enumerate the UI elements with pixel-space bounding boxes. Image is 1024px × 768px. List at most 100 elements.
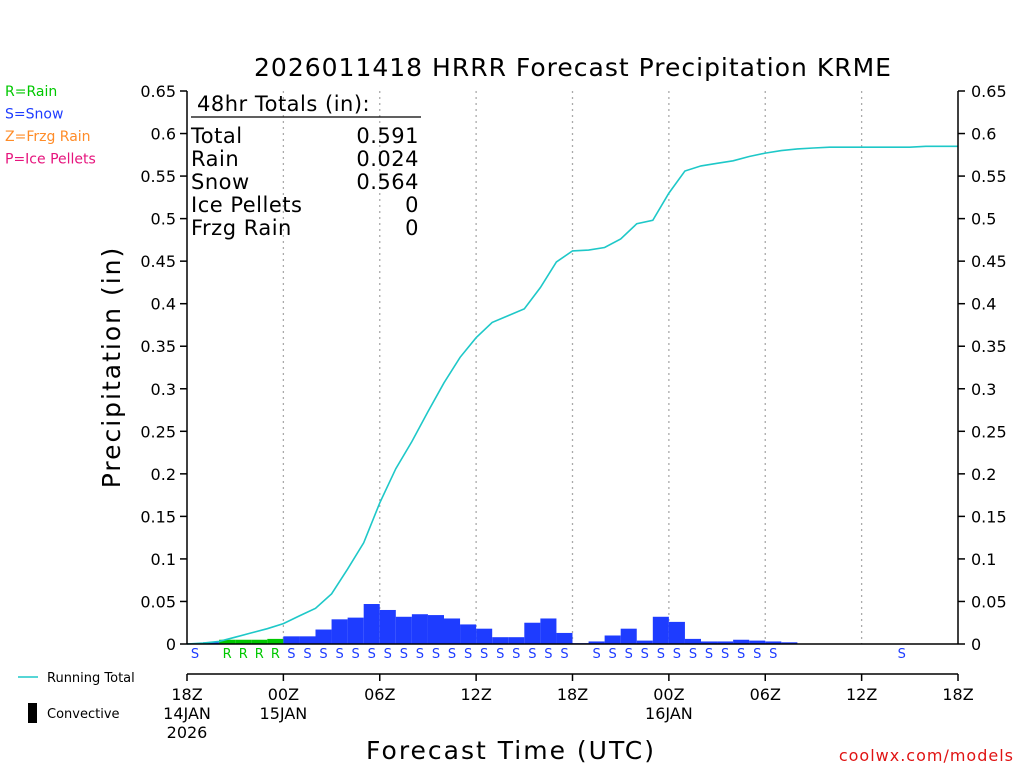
y-tick-label: 0.55 (140, 167, 176, 186)
y-tick-label: 0.4 (151, 295, 176, 314)
precip-bar (749, 640, 766, 644)
precip-bar (235, 639, 252, 644)
y-tick-label: 0.65 (140, 82, 176, 101)
series-legend: Running Total Convective (18, 671, 135, 723)
y-tick-label: 0.05 (971, 592, 1007, 611)
precip-bar (203, 642, 220, 644)
precip-type-letter: S (352, 647, 360, 662)
y-tick-label: 0.6 (971, 125, 996, 144)
type-legend-entry: P=Ice Pellets (5, 152, 96, 168)
precip-bar (492, 637, 509, 644)
type-legend-entry: Z=Frzg Rain (5, 129, 91, 145)
precip-bar (347, 617, 364, 644)
precip-bar (460, 624, 477, 644)
precip-type-letter: S (303, 647, 311, 662)
precip-type-letter: S (560, 647, 568, 662)
y-tick-label: 0.5 (971, 210, 996, 229)
y-tick-label: 0.65 (971, 82, 1007, 101)
precip-type-letter: S (898, 647, 906, 662)
precip-type-letter: S (368, 647, 376, 662)
credit-text: coolwx.com/models (839, 746, 1014, 765)
axes (186, 91, 959, 645)
precip-bar (668, 621, 685, 644)
totals-row-value: 0 (405, 216, 419, 240)
type-legend-entry: R=Rain (5, 84, 57, 100)
precip-type-letter: S (432, 647, 440, 662)
y-tick-label: 0.25 (140, 422, 176, 441)
x-tick-label: 00Z (653, 685, 684, 704)
x-tick-label: 16JAN (645, 704, 693, 723)
precip-type-letter: S (287, 647, 295, 662)
precip-type-letter: S (625, 647, 633, 662)
precip-type-letter: S (721, 647, 729, 662)
x-axis-label: Forecast Time (UTC) (366, 736, 656, 765)
precip-bar (363, 604, 380, 644)
precip-type-letter: R (271, 647, 280, 662)
precip-type-letter: S (769, 647, 777, 662)
precip-type-letter: S (592, 647, 600, 662)
totals-header: 48hr Totals (in): (197, 92, 370, 116)
totals-row-value: 0.024 (356, 147, 419, 171)
precip-type-letter: S (464, 647, 472, 662)
y-tick-label: 0 (166, 635, 176, 654)
running-total-line (186, 145, 958, 645)
precip-type-letter: S (544, 647, 552, 662)
precip-type-legend: R=Rain S=Snow Z=Frzg Rain P=Ice Pellets (5, 84, 96, 168)
y-tick-label: 0.5 (151, 210, 176, 229)
precip-type-letter: S (335, 647, 343, 662)
x-tick-label: 12Z (846, 685, 877, 704)
x-tick-label: 06Z (364, 685, 395, 704)
precip-bar (267, 638, 284, 644)
precip-bar (427, 615, 444, 644)
precip-type-letter: S (448, 647, 456, 662)
precip-type-letter: S (657, 647, 665, 662)
y-tick-label: 0.45 (971, 252, 1007, 271)
x-tick-label: 2026 (167, 723, 208, 742)
precip-bar (411, 614, 428, 644)
precip-bar (701, 641, 718, 644)
precip-bar (476, 628, 493, 644)
totals-row-value: 0.591 (356, 124, 419, 148)
precip-bar (781, 642, 798, 644)
precip-bar (733, 639, 750, 644)
precip-bar (652, 616, 669, 644)
x-tick-label: 12Z (460, 685, 491, 704)
vertical-gridlines (282, 91, 863, 644)
precip-type-letter: S (528, 647, 536, 662)
precip-type-letter: S (191, 647, 199, 662)
precip-type-letter: S (753, 647, 761, 662)
precip-bar (540, 618, 557, 644)
precip-type-letter: S (496, 647, 504, 662)
y-ticks-left: 0 0.05 0.1 0.15 0.2 0.25 0.3 0.35 0.4 0.45 0.5 0.55… (140, 82, 187, 654)
precip-type-letter: S (689, 647, 697, 662)
precip-bars (187, 604, 798, 644)
precip-bar (299, 636, 316, 644)
precip-bar (508, 637, 525, 644)
y-tick-label: 0.15 (971, 507, 1007, 526)
precip-bar (684, 638, 701, 644)
running-total-legend-label: Running Total (47, 671, 135, 686)
y-tick-label: 0.1 (151, 550, 176, 569)
precip-bar (556, 632, 573, 644)
precip-bar (620, 628, 637, 644)
y-tick-label: 0.35 (140, 337, 176, 356)
precip-bar (315, 629, 332, 644)
precip-type-letter: S (609, 647, 617, 662)
x-tick-label: 18Z (942, 685, 973, 704)
y-tick-label: 0.2 (151, 465, 176, 484)
chart-title: 2026011418 HRRR Forecast Precipitation K… (254, 53, 892, 82)
precip-type-letter: R (255, 647, 264, 662)
convective-legend-label: Convective (47, 707, 120, 722)
precip-bar (588, 641, 605, 644)
y-ticks-right: 0 0.05 0.1 0.15 0.2 0.25 0.3 0.35 0.4 0.45 0.5 0.55… (958, 82, 1007, 654)
y-tick-label: 0.3 (971, 380, 996, 399)
precip-bar (251, 639, 268, 644)
type-legend-entry: S=Snow (5, 107, 63, 123)
convective-legend-swatch (28, 703, 37, 723)
x-tick-label: 00Z (268, 685, 299, 704)
precip-bar (219, 639, 236, 644)
y-axis-label: Precipitation (in) (97, 246, 126, 489)
y-tick-label: 0.15 (140, 507, 176, 526)
